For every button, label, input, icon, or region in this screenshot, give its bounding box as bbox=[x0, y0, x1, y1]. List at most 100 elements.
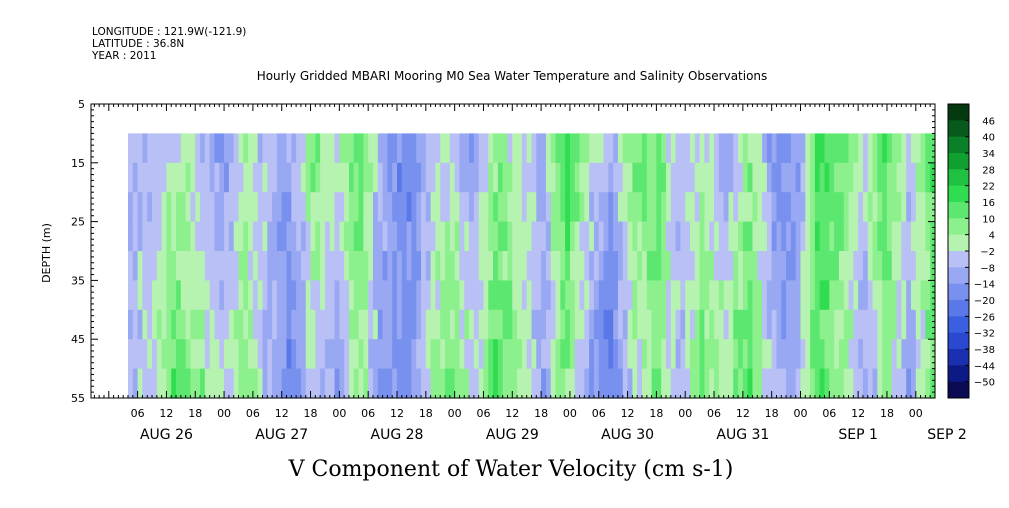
heatmap-cell bbox=[862, 133, 869, 164]
heatmap-cell bbox=[315, 280, 321, 311]
heatmap-cell bbox=[488, 339, 494, 370]
heatmap-cell bbox=[603, 368, 609, 399]
heatmap-cell bbox=[392, 133, 398, 164]
heatmap-cell bbox=[435, 162, 441, 193]
heatmap-cell bbox=[488, 280, 494, 311]
heatmap-cell bbox=[286, 221, 292, 252]
heatmap-cell bbox=[435, 251, 441, 281]
heatmap-cell bbox=[877, 192, 883, 223]
heatmap-cell bbox=[882, 192, 888, 223]
heatmap-cell bbox=[305, 221, 312, 252]
heatmap-cell bbox=[891, 221, 898, 252]
heatmap-cell bbox=[814, 339, 821, 370]
heatmap-cell bbox=[132, 309, 139, 340]
heatmap-cell bbox=[339, 162, 345, 193]
heatmap-cell bbox=[469, 251, 475, 281]
heatmap-cell bbox=[204, 251, 211, 281]
heatmap-cell bbox=[128, 251, 134, 281]
heatmap-cell bbox=[421, 221, 427, 252]
heatmap-cell bbox=[310, 133, 316, 164]
heatmap-cell bbox=[699, 162, 706, 193]
heatmap-cell bbox=[296, 280, 302, 311]
heatmap-cell bbox=[790, 309, 797, 340]
heatmap-cell bbox=[344, 309, 350, 340]
heatmap-cell bbox=[786, 368, 792, 399]
heatmap-cell bbox=[445, 339, 451, 370]
heatmap-cell bbox=[742, 133, 749, 164]
heatmap-cell bbox=[214, 280, 220, 311]
heatmap-cell bbox=[152, 221, 158, 252]
heatmap-cell bbox=[632, 368, 638, 399]
heatmap-cell bbox=[641, 133, 648, 164]
heatmap-cell bbox=[152, 339, 158, 370]
heatmap-cell bbox=[137, 192, 144, 223]
heatmap-cell bbox=[541, 162, 547, 193]
heatmap-cell bbox=[214, 339, 220, 370]
heatmap-cell bbox=[886, 339, 893, 370]
heatmap-cell bbox=[445, 280, 451, 311]
heatmap-cell bbox=[392, 368, 398, 399]
heatmap-cell bbox=[171, 280, 177, 311]
heatmap-cell bbox=[786, 192, 792, 223]
heatmap-cell bbox=[781, 280, 787, 311]
heatmap-cell bbox=[829, 309, 835, 340]
heatmap-cell bbox=[747, 162, 754, 193]
heatmap-cell bbox=[589, 280, 595, 311]
heatmap-cell bbox=[872, 162, 878, 193]
heatmap-cell bbox=[651, 251, 657, 281]
heatmap-cell bbox=[685, 309, 691, 340]
heatmap-cell bbox=[310, 162, 316, 193]
heatmap-cell bbox=[224, 368, 230, 399]
heatmap-cell bbox=[224, 280, 230, 311]
heatmap-cell bbox=[257, 192, 264, 223]
heatmap-cell bbox=[834, 339, 840, 370]
heatmap-cell bbox=[925, 192, 931, 223]
heatmap-cell bbox=[521, 251, 528, 281]
heatmap-cell bbox=[257, 251, 264, 281]
heatmap-cell bbox=[747, 192, 754, 223]
heatmap-cell bbox=[281, 368, 288, 399]
heatmap-cell bbox=[281, 339, 288, 370]
heatmap-cell bbox=[353, 133, 360, 164]
heatmap-cell bbox=[641, 339, 648, 370]
heatmap-cell bbox=[541, 251, 547, 281]
heatmap-cell bbox=[771, 280, 778, 311]
heatmap-cell bbox=[661, 133, 667, 164]
heatmap-cell bbox=[608, 251, 614, 281]
heatmap-cell bbox=[790, 251, 797, 281]
heatmap-cell bbox=[454, 309, 461, 340]
heatmap-cell bbox=[666, 221, 672, 252]
heatmap-cell bbox=[324, 309, 331, 340]
heatmap-cell bbox=[541, 221, 547, 252]
heatmap-cell bbox=[747, 221, 754, 252]
heatmap-cell bbox=[762, 133, 768, 164]
heatmap-cell bbox=[363, 309, 369, 340]
heatmap-cell bbox=[185, 251, 192, 281]
heatmap-cell bbox=[368, 133, 374, 164]
heatmap-cell bbox=[416, 280, 422, 311]
heatmap-cell bbox=[714, 368, 720, 399]
heatmap-cell bbox=[545, 251, 552, 281]
colorbar-segment bbox=[948, 169, 969, 187]
colorbar-segment bbox=[948, 234, 969, 252]
heatmap-cell bbox=[128, 133, 134, 164]
heatmap-cell bbox=[267, 221, 273, 252]
x-hour-label: 12 bbox=[851, 407, 865, 420]
heatmap-cell bbox=[339, 221, 345, 252]
heatmap-cell bbox=[834, 309, 840, 340]
heatmap-cell bbox=[195, 368, 201, 399]
heatmap-cell bbox=[166, 162, 172, 193]
heatmap-cell bbox=[742, 251, 749, 281]
heatmap-cell bbox=[752, 309, 758, 340]
heatmap-cell bbox=[579, 309, 585, 340]
heatmap-cell bbox=[694, 368, 701, 399]
heatmap-cell bbox=[281, 133, 288, 164]
heatmap-cell bbox=[853, 251, 859, 281]
heatmap-cell bbox=[209, 280, 216, 311]
heatmap-cell bbox=[233, 339, 240, 370]
heatmap-cell bbox=[377, 192, 384, 223]
heatmap-cell bbox=[291, 221, 297, 252]
heatmap-cell bbox=[372, 309, 379, 340]
heatmap-cell bbox=[478, 339, 485, 370]
heatmap-cell bbox=[348, 309, 355, 340]
